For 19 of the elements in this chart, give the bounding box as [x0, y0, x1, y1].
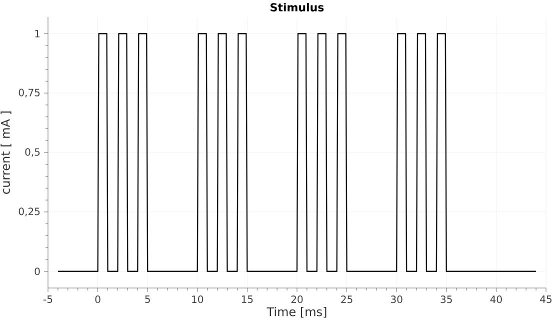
x-tick-label: 15 [242, 296, 253, 303]
x-tick-label: 35 [440, 296, 452, 304]
y-tick-label: 0,75 [18, 88, 40, 98]
x-axis-title: Time [ms] [266, 306, 326, 318]
y-tick-label: 1 [35, 30, 40, 38]
x-tick-label: 45 [540, 296, 552, 303]
x-tick-label: 40 [490, 296, 502, 304]
x-tick-label: 25 [341, 296, 352, 304]
chart-title: Stimulus [270, 2, 324, 12]
y-tick-label: 0,5 [25, 148, 40, 157]
x-tick-label: -5 [44, 296, 52, 303]
x-tick-label: 5 [145, 296, 150, 303]
x-tick-label: 30 [391, 296, 402, 304]
x-tick-label: 10 [192, 296, 204, 304]
y-tick-label: 0,25 [18, 208, 40, 216]
x-tick-label: 0 [95, 296, 100, 304]
y-axis-title: current [ mA ] [0, 112, 12, 194]
x-tick-label: 20 [291, 296, 303, 304]
y-tick-label: 0 [34, 268, 40, 276]
